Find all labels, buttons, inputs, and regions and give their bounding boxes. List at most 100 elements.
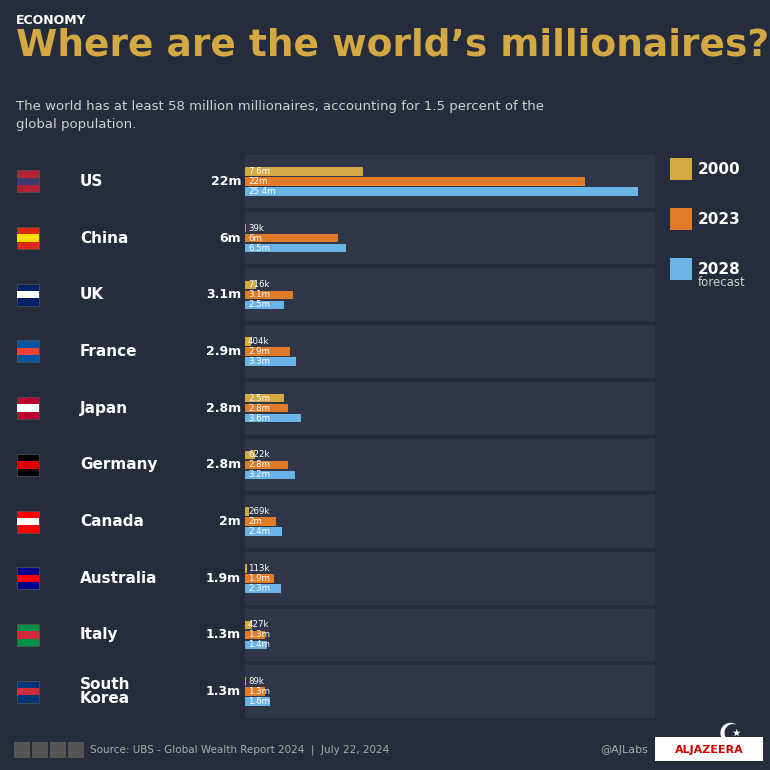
Bar (245, 300, 283, 309)
Text: 113k: 113k (248, 564, 270, 573)
Bar (17, 284, 39, 306)
Text: 2m: 2m (219, 515, 241, 528)
Bar (245, 698, 270, 706)
Text: 3.1m: 3.1m (206, 288, 241, 301)
Bar (245, 552, 655, 604)
Text: 6m: 6m (248, 233, 262, 243)
Bar (245, 621, 252, 629)
Text: 3.6m: 3.6m (248, 413, 270, 423)
Text: 2.5m: 2.5m (248, 300, 270, 310)
Text: 3.1m: 3.1m (248, 290, 270, 300)
Bar (245, 177, 585, 186)
Bar (245, 290, 293, 299)
Bar (245, 608, 655, 661)
Text: 2028: 2028 (698, 262, 741, 277)
Bar (245, 234, 338, 243)
Text: South: South (80, 677, 130, 692)
Text: Japan: Japan (80, 400, 128, 416)
Text: 1.3m: 1.3m (206, 685, 241, 698)
Text: UK: UK (80, 287, 104, 303)
Bar (245, 470, 294, 479)
Text: 1.4m: 1.4m (248, 641, 270, 649)
Bar (245, 507, 249, 516)
Bar (245, 584, 280, 592)
Text: 1.9m: 1.9m (248, 574, 270, 583)
Text: Where are the world’s millionaires?: Where are the world’s millionaires? (16, 28, 769, 64)
Bar (670, 158, 692, 180)
Text: 89k: 89k (248, 677, 264, 686)
Text: 2.8m: 2.8m (248, 403, 270, 413)
Bar (655, 737, 763, 761)
Text: 3.2m: 3.2m (248, 470, 270, 480)
Bar (17, 178, 39, 185)
Text: 2.5m: 2.5m (248, 393, 270, 403)
Bar (245, 665, 655, 718)
Bar (245, 517, 276, 526)
Bar (17, 397, 39, 419)
Text: 7.6m: 7.6m (248, 167, 270, 176)
Text: 1.3m: 1.3m (248, 687, 270, 696)
Text: 269k: 269k (248, 507, 270, 516)
Text: 404k: 404k (248, 337, 270, 346)
Text: 2.8m: 2.8m (248, 460, 270, 470)
Bar (245, 678, 246, 686)
Text: 2m: 2m (248, 517, 262, 526)
Bar (245, 325, 655, 378)
Bar (17, 567, 39, 589)
Bar (17, 348, 39, 355)
Text: 716k: 716k (248, 280, 270, 290)
Text: Australia: Australia (80, 571, 158, 586)
Bar (17, 574, 39, 582)
Text: ECONOMY: ECONOMY (16, 14, 86, 27)
Bar (17, 234, 39, 242)
Text: France: France (80, 344, 138, 359)
Bar (17, 227, 39, 249)
Bar (17, 688, 39, 695)
Text: China: China (80, 230, 129, 246)
Bar (50, 742, 66, 758)
Bar (17, 291, 39, 299)
Text: 427k: 427k (248, 621, 270, 629)
Text: 6.5m: 6.5m (248, 243, 270, 253)
Text: Canada: Canada (80, 514, 144, 529)
Text: 3.3m: 3.3m (248, 357, 270, 366)
Bar (14, 742, 30, 758)
Bar (245, 527, 282, 536)
Bar (17, 454, 39, 476)
Bar (245, 438, 655, 491)
Bar (245, 631, 265, 639)
Text: 22m: 22m (210, 175, 241, 188)
Bar (245, 382, 655, 434)
Bar (17, 681, 39, 703)
Bar (68, 742, 84, 758)
Text: 1.9m: 1.9m (206, 572, 241, 584)
Bar (245, 414, 301, 423)
Bar (245, 641, 266, 649)
Bar (17, 170, 39, 192)
Bar (17, 517, 39, 525)
Bar (245, 269, 655, 321)
Text: 2.3m: 2.3m (248, 584, 270, 593)
Text: @AJLabs: @AJLabs (600, 745, 648, 755)
Text: Source: UBS - Global Wealth Report 2024  |  July 22, 2024: Source: UBS - Global Wealth Report 2024 … (90, 745, 390, 755)
Text: Italy: Italy (80, 628, 119, 642)
Bar (245, 337, 251, 346)
Bar (245, 688, 265, 696)
Text: ☪: ☪ (718, 721, 742, 749)
Text: 2.8m: 2.8m (206, 402, 241, 415)
Bar (245, 167, 363, 176)
Text: 2.9m: 2.9m (206, 345, 241, 358)
Bar (670, 208, 692, 230)
Bar (245, 495, 655, 548)
Text: The world has at least 58 million millionaires, accounting for 1.5 percent of th: The world has at least 58 million millio… (16, 100, 544, 131)
Bar (245, 404, 288, 413)
Text: 1.3m: 1.3m (248, 631, 270, 639)
Bar (245, 280, 256, 289)
Text: 6m: 6m (219, 232, 241, 245)
Text: US: US (80, 174, 103, 189)
Bar (245, 394, 283, 403)
Text: 1.6m: 1.6m (248, 697, 270, 706)
Bar (245, 187, 638, 196)
Bar (17, 461, 39, 469)
Text: 39k: 39k (248, 223, 264, 233)
